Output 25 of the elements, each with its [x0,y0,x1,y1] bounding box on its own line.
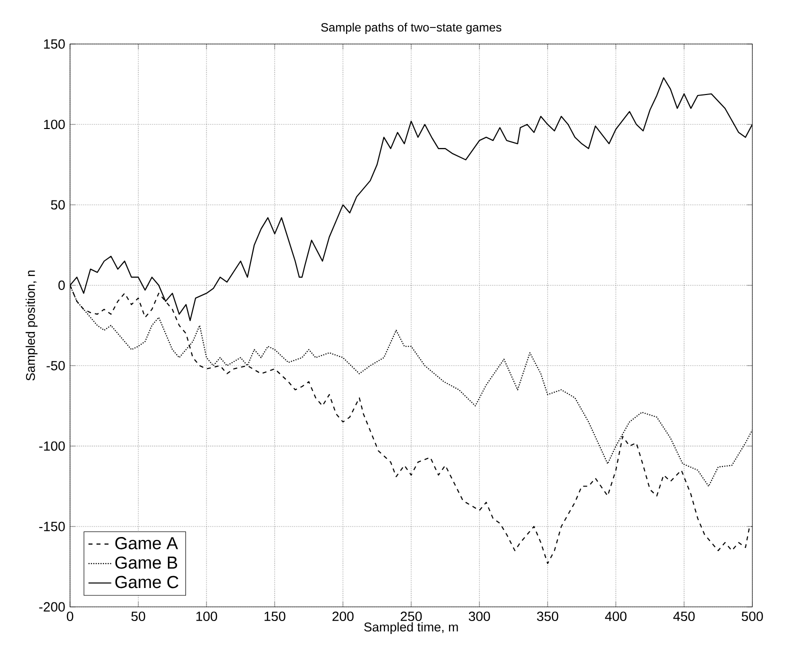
legend-label: Game A [115,536,178,550]
x-tick-label: 200 [332,611,354,621]
y-tick-label: 100 [44,120,65,130]
x-tick-label: 450 [673,611,695,621]
y-tick-label: -150 [39,522,65,532]
x-tick-label: 300 [468,611,490,621]
y-tick-label: 0 [58,280,65,290]
x-tick-label: 250 [400,611,422,621]
y-tick-label: 150 [44,39,65,49]
x-tick-label: 150 [264,611,286,621]
x-axis-title: Sampled time, m [364,622,458,634]
chart-title: Sample paths of two−state games [321,22,502,34]
y-tick-label: -100 [39,441,65,451]
y-axis-title: Sampled position, n [26,270,38,380]
y-tick-label: 50 [51,200,65,210]
legend-label: Game C [115,576,178,588]
x-tick-label: 100 [196,611,218,621]
x-tick-label: 0 [66,611,74,621]
x-tick-label: 400 [605,611,626,621]
x-tick-label: 500 [742,611,763,621]
x-tick-label: 350 [537,611,558,621]
y-tick-label: -50 [46,360,65,370]
y-tick-label: -200 [39,602,65,612]
x-tick-label: 50 [131,611,146,621]
legend-label: Game B [115,556,178,569]
